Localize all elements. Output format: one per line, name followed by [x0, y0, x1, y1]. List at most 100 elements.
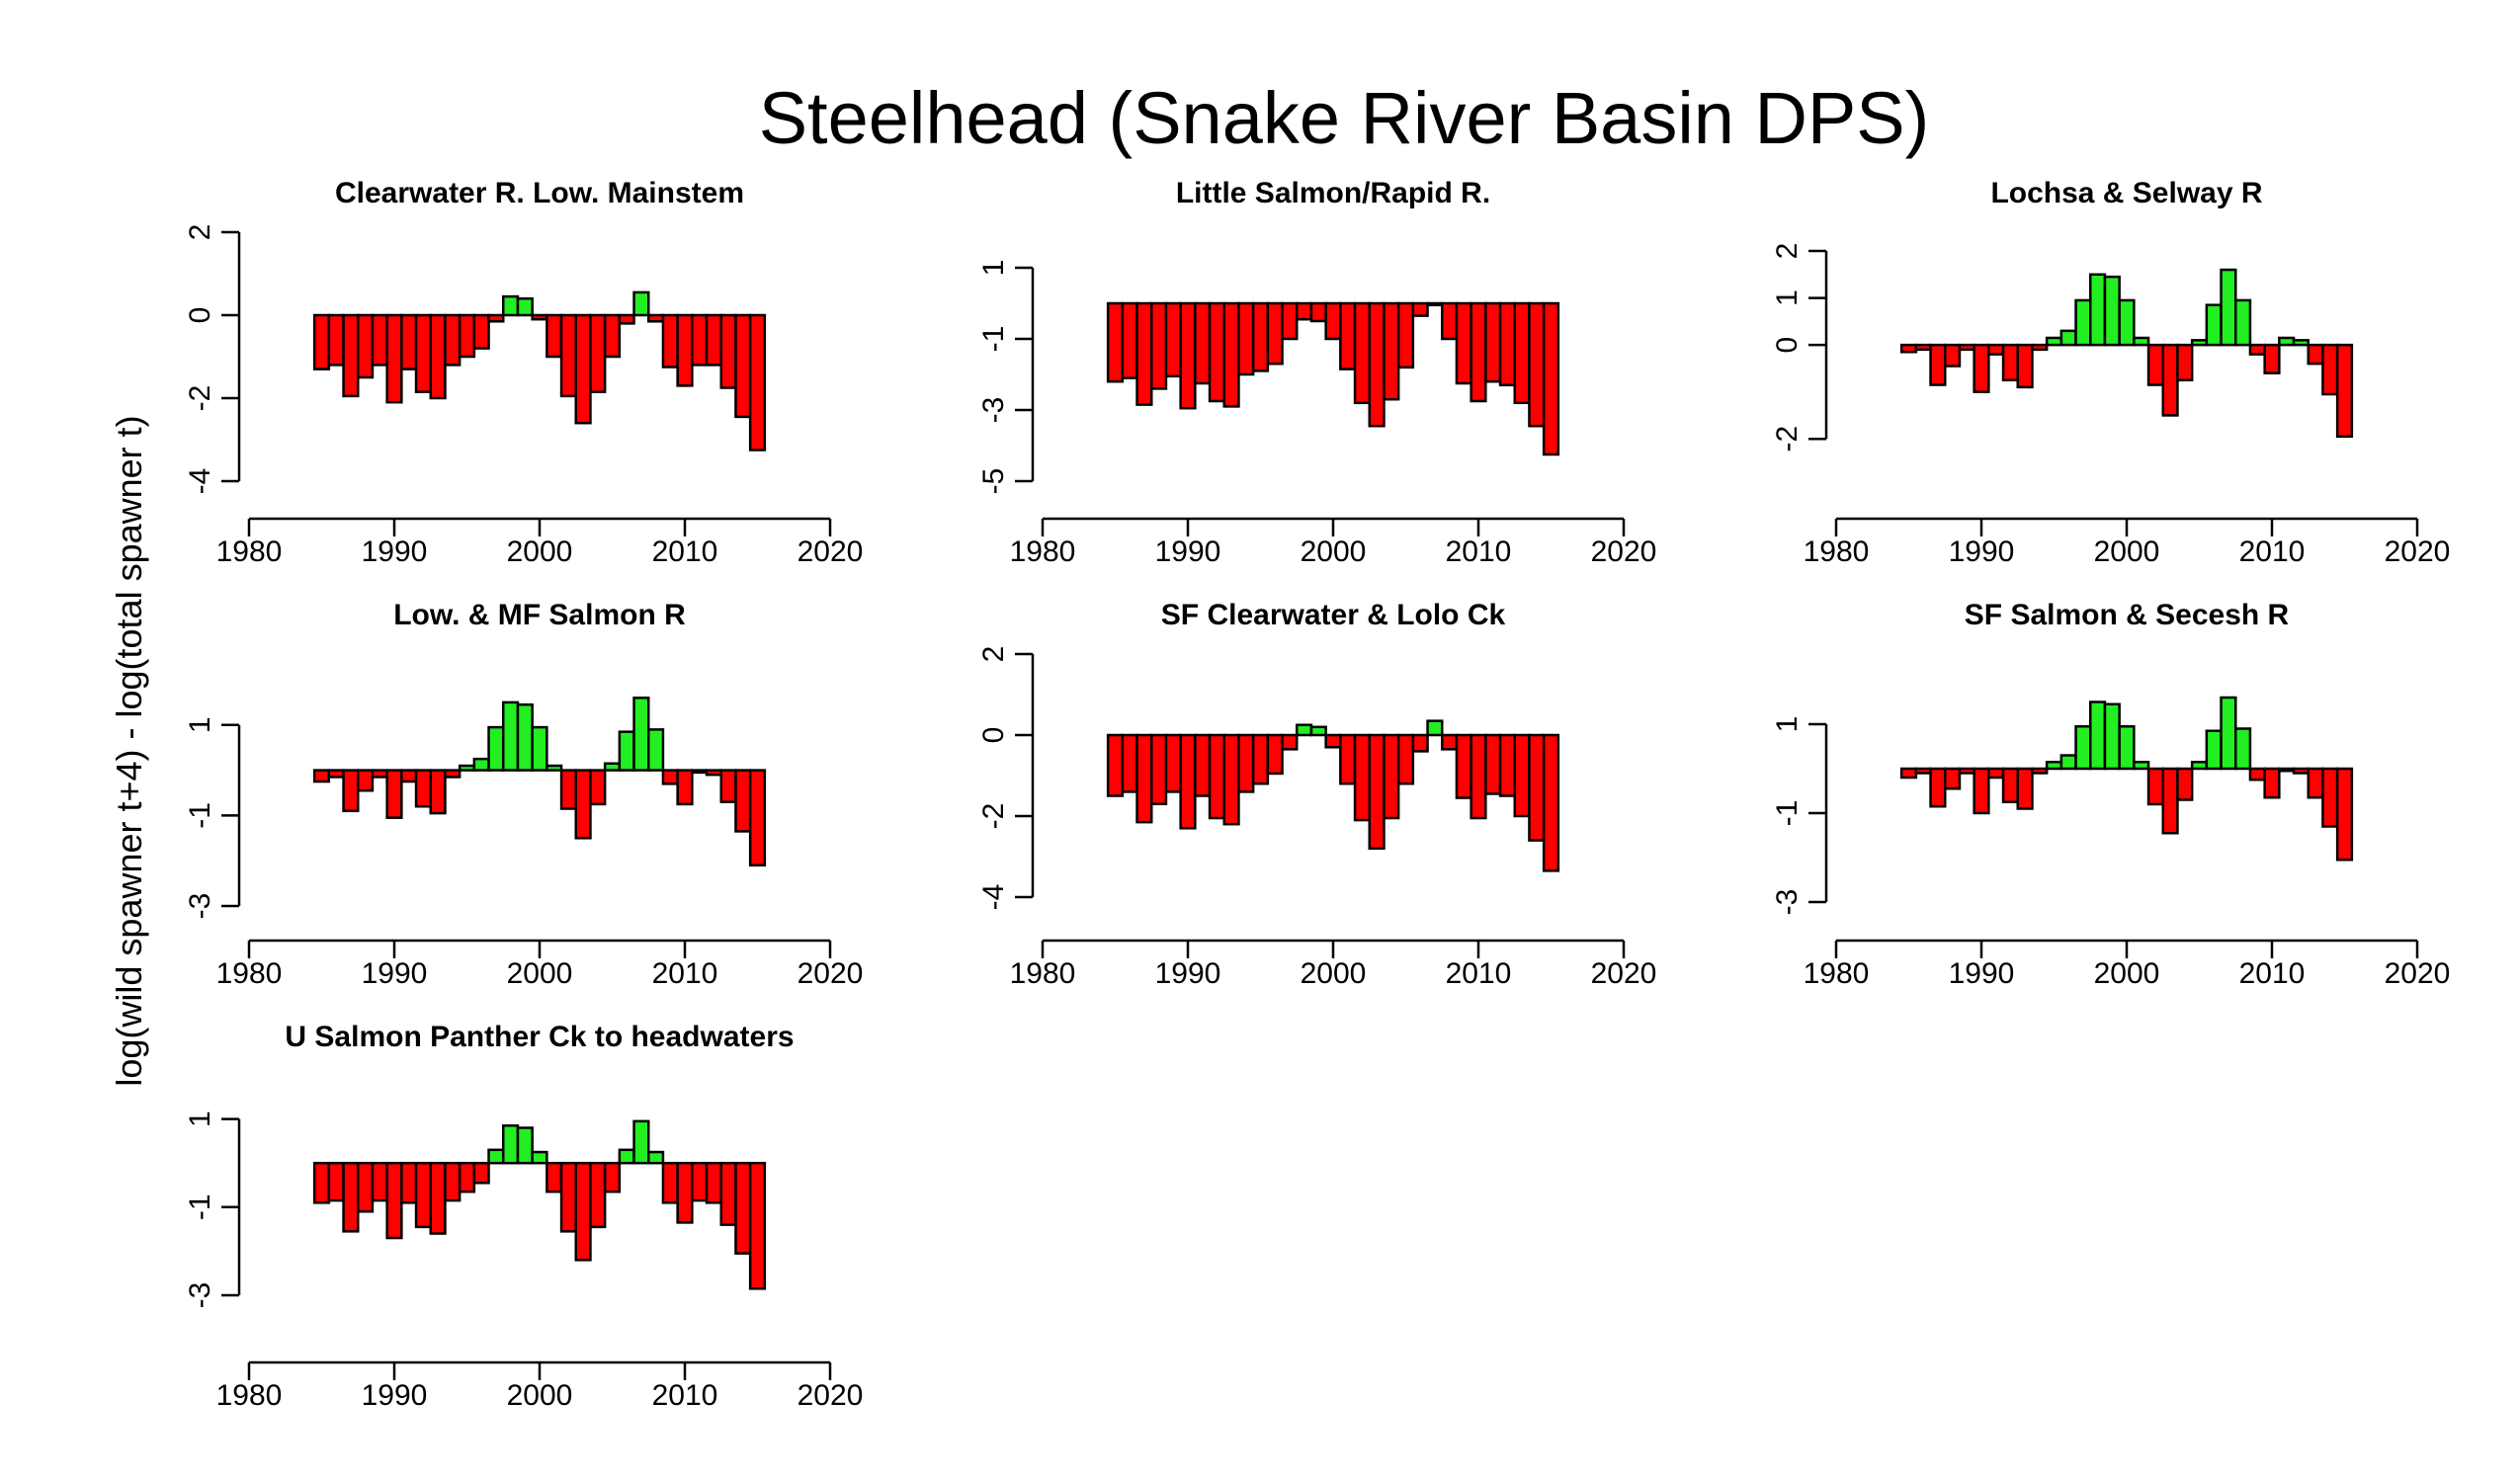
x-tick-label: 1990	[1949, 957, 2015, 990]
bar-2007	[2220, 696, 2237, 771]
bar-1995	[458, 313, 476, 359]
bar-1992	[414, 313, 432, 393]
bar-1991	[400, 769, 418, 783]
bar-2011	[2278, 767, 2296, 773]
x-tick-label: 2020	[798, 535, 864, 568]
bar-2007	[632, 697, 650, 772]
panel-sf-salmon-secesh-r: SF Salmon & Secesh R -3 -1 1 1980 1990 2000 201…	[1771, 599, 2450, 990]
bar-1988	[1944, 343, 1962, 368]
bar-2008	[647, 1150, 665, 1165]
bar-2014	[1528, 301, 1546, 428]
bar-2015	[1542, 733, 1560, 872]
bar-2013	[719, 1161, 737, 1226]
panel-title: Lochsa & Selway R	[1990, 177, 2262, 209]
x-tick-label: 2010	[1446, 957, 1512, 990]
y-tick-label: 1	[977, 260, 1010, 277]
bar-1992	[414, 1161, 432, 1229]
panel-sf-clearwater-lolo-ck: SF Clearwater & Lolo Ck -4 -2 0 2 1980 1990 200…	[977, 599, 1656, 990]
bar-1995	[2045, 336, 2063, 347]
bar-2008	[1441, 301, 1459, 341]
bar-2014	[734, 313, 752, 419]
bar-1990	[385, 1161, 403, 1240]
bar-1993	[1222, 301, 1240, 408]
bar-1991	[1194, 301, 1212, 385]
bar-1989	[1164, 301, 1182, 378]
bar-1986	[1121, 733, 1138, 793]
bar-2001	[2133, 761, 2150, 771]
bar-2003	[2161, 767, 2179, 835]
x-tick-label: 2020	[1591, 957, 1657, 990]
bar-2009	[661, 313, 679, 369]
bar-2005	[2190, 761, 2209, 771]
panels-container: Clearwater R. Low. Mainstem -4 -2 0 2 1980 199…	[184, 177, 2450, 1412]
panel-u-salmon-panther-ck-to-headwaters: U Salmon Panther Ck to headwaters -3 -1 1 19…	[184, 1021, 863, 1412]
bar-2014	[2321, 343, 2339, 396]
bar-1989	[371, 313, 388, 367]
panel-little-salmon-rapid-r: Little Salmon/Rapid R. -5 -3 -1 1 1980 1990 200…	[977, 177, 1656, 568]
y-tick-label: -2	[1771, 426, 1804, 453]
bar-1996	[472, 313, 490, 350]
bar-1987	[342, 313, 360, 398]
bar-1991	[400, 1161, 418, 1204]
bar-2007	[1426, 719, 1444, 737]
bar-1994	[444, 313, 462, 367]
panel-title: SF Clearwater & Lolo Ck	[1161, 599, 1506, 631]
bar-2000	[1324, 301, 1342, 341]
bar-1994	[1237, 733, 1255, 793]
bar-1989	[1164, 733, 1182, 793]
bar-1997	[487, 1148, 505, 1165]
bar-2012	[705, 313, 722, 367]
bar-2011	[2278, 336, 2296, 347]
bar-1994	[444, 1161, 462, 1202]
x-tick-label: 2020	[2385, 535, 2451, 568]
y-tick-label: 0	[184, 307, 216, 324]
x-tick-label: 1980	[216, 957, 283, 990]
x-tick-label: 2010	[652, 957, 718, 990]
bar-1998	[2089, 273, 2107, 347]
bar-2008	[1441, 733, 1459, 751]
bar-1996	[1266, 733, 1284, 776]
bar-1986	[327, 769, 345, 779]
bar-2012	[705, 769, 722, 777]
bar-2005	[603, 313, 622, 359]
bar-1999	[2103, 275, 2121, 347]
bar-1993	[1222, 733, 1240, 826]
bar-2012	[1498, 733, 1517, 797]
bar-1993	[429, 313, 447, 400]
main-title: Steelhead (Snake River Basin DPS)	[759, 77, 1930, 159]
bar-2002	[2146, 767, 2165, 806]
bar-1985	[312, 313, 331, 370]
bar-2006	[618, 730, 635, 772]
bar-2013	[1513, 301, 1531, 405]
bar-1990	[385, 769, 403, 819]
bar-1999	[516, 702, 534, 772]
y-tick-label: -2	[977, 803, 1010, 830]
bar-2009	[2248, 767, 2266, 782]
bar-2015	[748, 1161, 767, 1290]
bar-2001	[546, 313, 563, 359]
bar-1995	[1251, 301, 1270, 372]
bar-1999	[1309, 725, 1327, 737]
x-tick-label: 1980	[1804, 535, 1870, 568]
bar-2000	[1324, 733, 1342, 749]
bar-1998	[502, 700, 520, 772]
y-tick-label: -5	[977, 468, 1010, 495]
y-tick-label: 1	[184, 716, 216, 733]
bar-2002	[559, 313, 577, 398]
x-tick-label: 2010	[652, 535, 718, 568]
bar-1990	[1973, 343, 1990, 393]
x-tick-label: 2010	[652, 1379, 718, 1412]
x-tick-label: 1990	[362, 1379, 428, 1412]
bar-2011	[691, 313, 709, 367]
x-tick-label: 1980	[1804, 957, 1870, 990]
bar-1993	[2016, 767, 2034, 810]
bar-2009	[2248, 343, 2266, 356]
y-axis-label: log(wild spawner t+4) - log(total spawne…	[109, 415, 149, 1086]
x-tick-label: 1980	[216, 1379, 283, 1412]
bar-2015	[2335, 343, 2354, 439]
x-tick-label: 2000	[2094, 535, 2160, 568]
bar-2012	[2292, 339, 2310, 347]
bar-1993	[429, 769, 447, 815]
bar-1988	[1150, 301, 1168, 390]
